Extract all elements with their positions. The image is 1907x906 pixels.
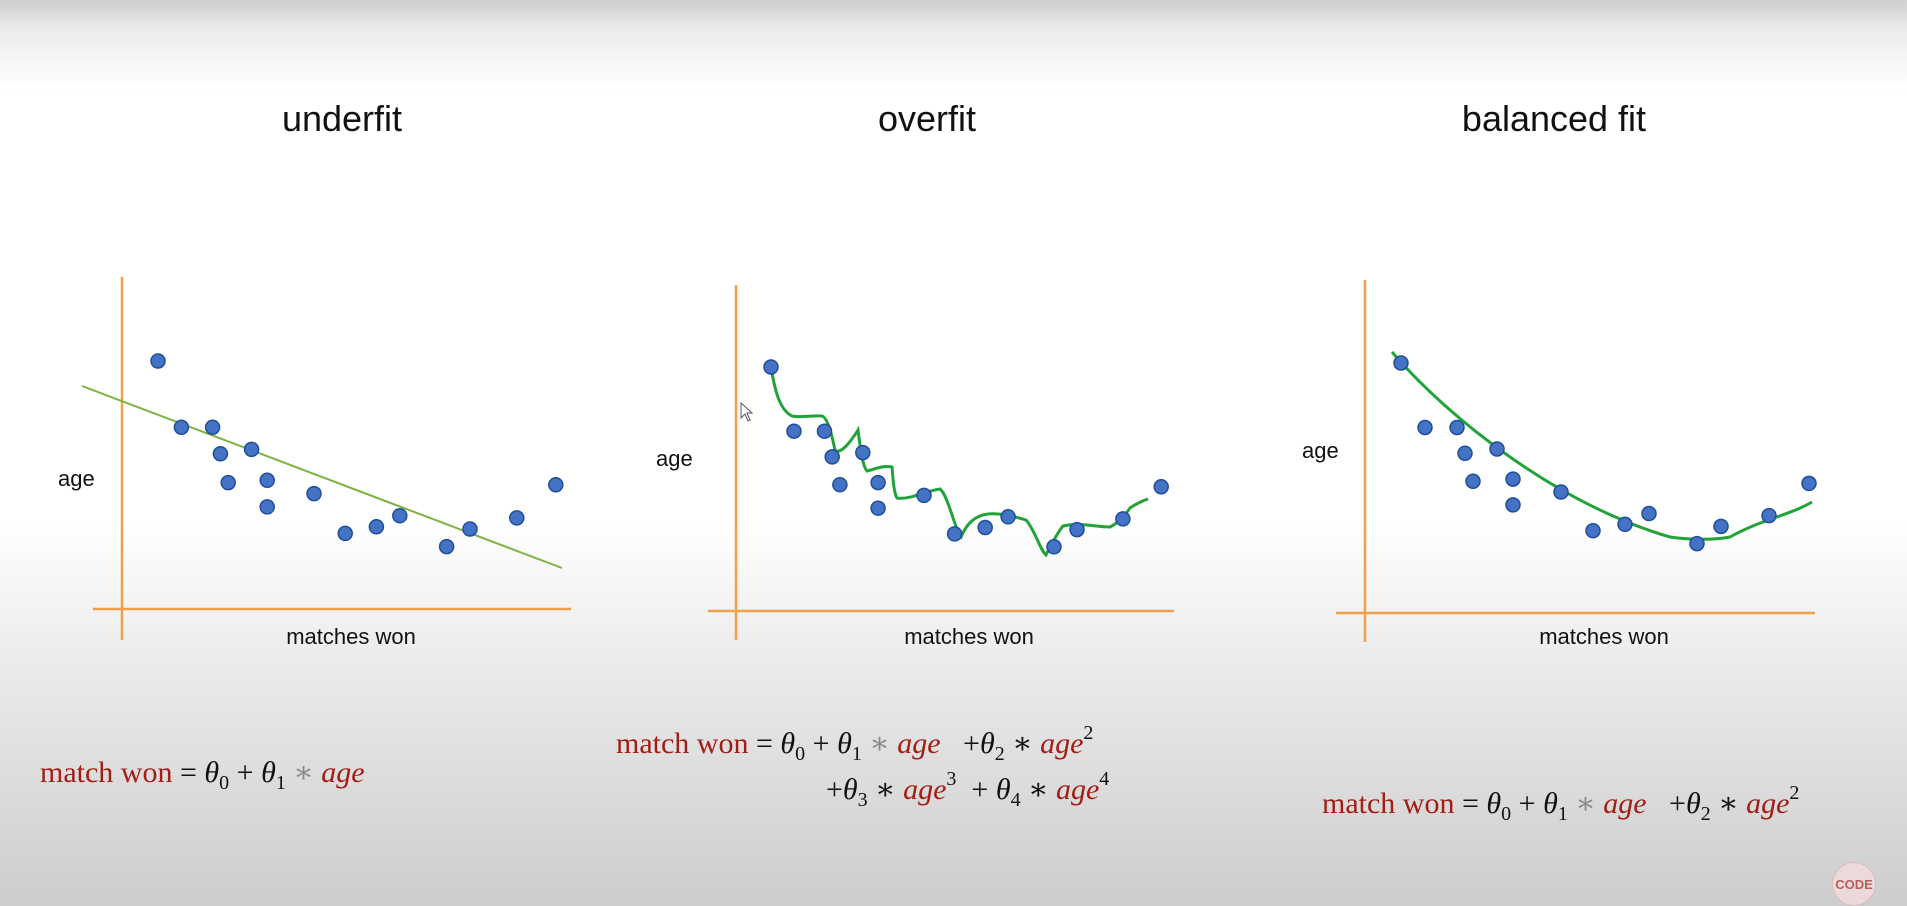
data-point [870, 474, 886, 491]
balanced-fit-curve [1390, 351, 1813, 541]
y-label-underfit: age [58, 466, 95, 491]
data-point [1046, 539, 1062, 555]
data-point [1115, 511, 1131, 527]
data-point [832, 476, 848, 493]
data-point [438, 538, 455, 555]
equation-underfit: match won = θ0 + θ1 ∗ age [40, 756, 365, 794]
equation-overfit-line1: match won = θ0 + θ1 ∗ age +θ2 ∗ age2 [616, 722, 1094, 765]
data-point [977, 519, 993, 536]
data-point [1689, 535, 1705, 552]
data-point [1505, 497, 1521, 513]
data-point [1617, 516, 1633, 533]
data-point [1585, 522, 1601, 539]
data-point [946, 526, 963, 542]
data-point [763, 359, 779, 375]
y-label-balanced: age [1302, 438, 1339, 463]
data-point [368, 519, 385, 535]
data-point [855, 444, 871, 461]
data-point [1553, 484, 1569, 500]
data-point [1465, 473, 1481, 490]
data-point [916, 487, 932, 504]
title-overfit: overfit [877, 98, 977, 139]
data-point [548, 477, 564, 493]
title-underfit: underfit [281, 98, 403, 139]
data-point [1153, 479, 1169, 495]
data-point [392, 507, 408, 524]
x-label-overfit: matches won [904, 624, 1034, 649]
data-point [212, 446, 229, 462]
x-label-balanced: matches won [1539, 624, 1669, 649]
linear-fit-line [81, 385, 563, 569]
data-point [1417, 419, 1433, 436]
data-point [816, 423, 833, 439]
data-point [204, 419, 221, 436]
codebasics-logo: CODE [1832, 862, 1876, 906]
data-point [220, 474, 236, 491]
data-point [786, 423, 802, 439]
data-point [1393, 355, 1409, 371]
data-point [1713, 518, 1729, 535]
data-point [462, 521, 478, 537]
data-point [824, 449, 840, 465]
equation-balanced: match won = θ0 + θ1 ∗ age +θ2 ∗ age2 [1322, 782, 1800, 825]
data-point [870, 500, 886, 516]
data-point [1505, 471, 1521, 487]
data-point [306, 485, 322, 502]
data-point [243, 441, 260, 458]
x-label-underfit: matches won [286, 624, 416, 649]
data-point [1069, 521, 1085, 538]
data-point [1449, 419, 1465, 436]
data-point [337, 525, 353, 542]
data-point [259, 472, 275, 489]
data-point [1641, 505, 1657, 522]
data-point [259, 499, 275, 515]
data-point [173, 419, 190, 436]
title-balanced-fit: balanced fit [1461, 98, 1647, 139]
data-point [1801, 475, 1817, 492]
y-label-overfit: age [656, 446, 693, 471]
data-point [509, 510, 525, 526]
data-point [1761, 507, 1777, 524]
data-point [1489, 441, 1505, 457]
mouse-cursor-icon [740, 402, 754, 422]
data-point [1457, 445, 1473, 462]
data-point [150, 353, 166, 369]
equation-overfit-line2: +θ3 ∗ age3 + θ4 ∗ age4 [826, 768, 1110, 811]
data-point [1000, 509, 1016, 525]
